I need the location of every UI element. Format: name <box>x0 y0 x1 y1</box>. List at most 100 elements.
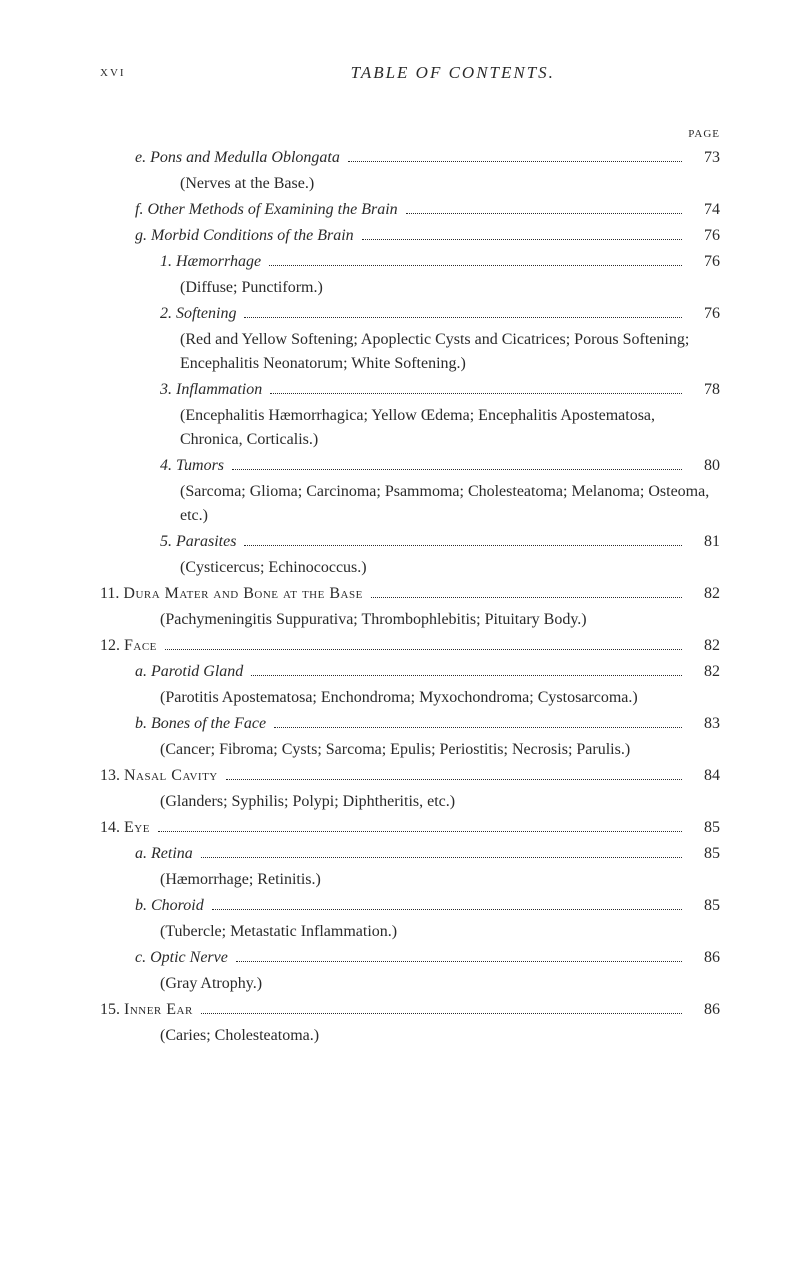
toc-entry: a. Retina 85 <box>135 842 720 866</box>
toc-entry-prefix: 4. <box>160 457 176 474</box>
toc-entry-label: e. Pons and Medulla Oblongata <box>135 146 340 170</box>
toc-entry-text: Softening <box>176 305 236 322</box>
toc-entry-label: g. Morbid Conditions of the Brain <box>135 224 354 248</box>
toc-entry-prefix: e. <box>135 149 150 166</box>
table-of-contents: e. Pons and Medulla Oblongata 73(Nerves a… <box>100 146 720 1048</box>
toc-entry-prefix: 14. <box>100 819 124 836</box>
toc-entry-label: 2. Softening <box>160 302 236 326</box>
toc-leader-dots <box>371 597 682 598</box>
toc-entry-label: 11. Dura Mater and Bone at the Base <box>100 582 363 606</box>
toc-page-number: 76 <box>690 224 720 248</box>
toc-note: (Diffuse; Punctiform.) <box>180 276 720 300</box>
toc-entry: 1. Hæmorrhage 76 <box>160 250 720 274</box>
toc-entry: g. Morbid Conditions of the Brain 76 <box>135 224 720 248</box>
toc-leader-dots <box>362 239 682 240</box>
toc-leader-dots <box>212 909 682 910</box>
toc-entry-text: Choroid <box>151 897 204 914</box>
toc-entry: 15. Inner Ear 86 <box>100 998 720 1022</box>
toc-leader-dots <box>270 393 682 394</box>
toc-entry-prefix: 1. <box>160 253 176 270</box>
page-column-label: PAGE <box>100 126 720 143</box>
toc-leader-dots <box>236 961 682 962</box>
toc-page-number: 85 <box>690 842 720 866</box>
toc-entry-text: Pons and Medulla Oblongata <box>150 149 340 166</box>
toc-entry-text: Eye <box>124 819 150 836</box>
toc-entry-label: a. Parotid Gland <box>135 660 243 684</box>
toc-entry: 5. Parasites81 <box>160 530 720 554</box>
toc-leader-dots <box>348 161 682 162</box>
toc-page-number: 74 <box>690 198 720 222</box>
toc-entry-prefix: 11. <box>100 585 123 602</box>
toc-entry: e. Pons and Medulla Oblongata 73 <box>135 146 720 170</box>
toc-entry: f. Other Methods of Examining the Brain 7… <box>135 198 720 222</box>
toc-note: (Hæmorrhage; Retinitis.) <box>160 868 720 892</box>
page-number-top: xvi <box>100 60 126 86</box>
toc-entry-prefix: 15. <box>100 1001 124 1018</box>
toc-entry-text: Morbid Conditions of the Brain <box>151 227 354 244</box>
toc-page-number: 86 <box>690 946 720 970</box>
toc-entry: b. Bones of the Face83 <box>135 712 720 736</box>
toc-page-number: 86 <box>690 998 720 1022</box>
toc-entry-text: Tumors <box>176 457 224 474</box>
toc-entry: a. Parotid Gland 82 <box>135 660 720 684</box>
toc-entry: 13. Nasal Cavity 84 <box>100 764 720 788</box>
toc-page-number: 84 <box>690 764 720 788</box>
toc-entry-prefix: a. <box>135 845 151 862</box>
toc-note: (Cysticercus; Echinococcus.) <box>180 556 720 580</box>
toc-leader-dots <box>269 265 682 266</box>
toc-note: (Sarcoma; Glioma; Carcinoma; Psammoma; C… <box>180 480 720 528</box>
toc-leader-dots <box>274 727 682 728</box>
toc-note: (Red and Yellow Softening; Apoplectic Cy… <box>180 328 720 376</box>
toc-entry-label: b. Bones of the Face <box>135 712 266 736</box>
toc-page-number: 80 <box>690 454 720 478</box>
toc-entry-text: Nasal Cavity <box>124 767 218 784</box>
toc-entry-text: Hæmorrhage <box>176 253 261 270</box>
toc-note: (Encephalitis Hæmorrhagica; Yellow Œdema… <box>180 404 720 452</box>
toc-page-number: 85 <box>690 816 720 840</box>
toc-entry-label: 15. Inner Ear <box>100 998 193 1022</box>
toc-entry-prefix: 3. <box>160 381 176 398</box>
toc-entry-text: Other Methods of Examining the Brain <box>147 201 397 218</box>
toc-note: (Glanders; Syphilis; Polypi; Diphtheriti… <box>160 790 720 814</box>
toc-entry-text: Face <box>124 637 157 654</box>
toc-note: (Caries; Cholesteatoma.) <box>160 1024 720 1048</box>
toc-page-number: 78 <box>690 378 720 402</box>
page-title: TABLE OF CONTENTS. <box>351 60 555 86</box>
toc-entry-label: 3. Inflammation <box>160 378 262 402</box>
toc-entry-prefix: 2. <box>160 305 176 322</box>
toc-entry: 3. Inflammation 78 <box>160 378 720 402</box>
toc-page-number: 81 <box>690 530 720 554</box>
toc-entry-label: 12. Face <box>100 634 157 658</box>
toc-entry-label: 1. Hæmorrhage <box>160 250 261 274</box>
toc-entry-text: Parotid Gland <box>151 663 243 680</box>
toc-entry: c. Optic Nerve86 <box>135 946 720 970</box>
toc-note: (Nerves at the Base.) <box>180 172 720 196</box>
toc-page-number: 76 <box>690 250 720 274</box>
toc-note: (Pachymeningitis Suppurativa; Thrombophl… <box>160 608 720 632</box>
toc-page-number: 73 <box>690 146 720 170</box>
toc-entry-prefix: b. <box>135 897 151 914</box>
toc-entry-prefix: c. <box>135 949 150 966</box>
toc-entry-prefix: 13. <box>100 767 124 784</box>
toc-entry: b. Choroid 85 <box>135 894 720 918</box>
toc-entry: 11. Dura Mater and Bone at the Base 82 <box>100 582 720 606</box>
toc-page-number: 82 <box>690 582 720 606</box>
toc-note: (Gray Atrophy.) <box>160 972 720 996</box>
toc-entry-prefix: b. <box>135 715 151 732</box>
toc-leader-dots <box>226 779 682 780</box>
toc-entry-label: 13. Nasal Cavity <box>100 764 218 788</box>
toc-entry-label: a. Retina <box>135 842 193 866</box>
toc-entry-prefix: f. <box>135 201 147 218</box>
toc-entry-text: Parasites <box>176 533 236 550</box>
toc-entry-text: Inner Ear <box>124 1001 193 1018</box>
toc-page-number: 82 <box>690 660 720 684</box>
toc-entry-text: Retina <box>151 845 193 862</box>
toc-entry: 14. Eye 85 <box>100 816 720 840</box>
toc-note: (Parotitis Apostematosa; Enchondroma; My… <box>160 686 720 710</box>
toc-entry-prefix: g. <box>135 227 151 244</box>
toc-entry-label: b. Choroid <box>135 894 204 918</box>
toc-leader-dots <box>406 213 682 214</box>
toc-entry: 12. Face82 <box>100 634 720 658</box>
toc-page-number: 85 <box>690 894 720 918</box>
toc-entry-label: 4. Tumors <box>160 454 224 478</box>
